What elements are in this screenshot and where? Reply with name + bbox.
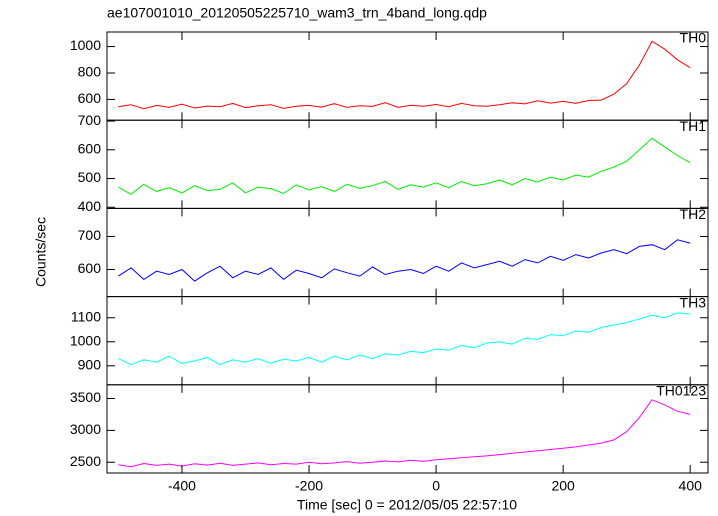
y-tick-label: 700	[78, 112, 102, 128]
panel-frame	[106, 119, 709, 209]
y-tick-label: 700	[78, 227, 102, 243]
x-tick-label: 400	[679, 478, 703, 494]
panel-frame	[106, 384, 709, 474]
x-tick-label: -400	[168, 478, 196, 494]
y-tick-label: 500	[78, 169, 102, 185]
x-tick-label: -200	[295, 478, 323, 494]
series-label: TH3	[680, 294, 707, 310]
data-line	[118, 239, 691, 282]
x-axis-label: Time [sec] 0 = 2012/05/05 22:57:10	[297, 497, 517, 513]
y-tick-label: 400	[78, 198, 102, 214]
series-label: TH0123	[656, 383, 706, 399]
data-line	[118, 137, 691, 195]
y-tick-label: 600	[78, 140, 102, 156]
chart-title: ae107001010_20120505225710_wam3_trn_4ban…	[107, 5, 487, 21]
series-label: TH0	[680, 30, 707, 46]
series-label: TH1	[680, 118, 707, 134]
panel-frame	[106, 31, 709, 121]
y-tick-label: 600	[78, 260, 102, 276]
y-tick-label: 900	[78, 357, 102, 373]
y-tick-label: 1100	[71, 308, 101, 324]
y-tick-label: 2500	[70, 453, 101, 469]
x-tick-label: 200	[551, 478, 575, 494]
series-label: TH2	[680, 206, 707, 222]
y-tick-label: 3000	[70, 421, 101, 437]
y-tick-label: 3500	[70, 389, 101, 405]
panel-frame	[106, 207, 709, 298]
y-tick-label: 1000	[70, 37, 101, 53]
data-line	[118, 399, 691, 468]
y-tick-label: 600	[78, 90, 102, 106]
panel-frame	[106, 296, 709, 386]
y-axis-label: Counts/sec	[33, 217, 49, 287]
y-tick-label: 800	[78, 64, 102, 80]
x-tick-label: 0	[432, 478, 440, 494]
data-line	[118, 312, 691, 366]
y-tick-label: 1000	[70, 332, 101, 348]
data-line	[118, 40, 691, 110]
